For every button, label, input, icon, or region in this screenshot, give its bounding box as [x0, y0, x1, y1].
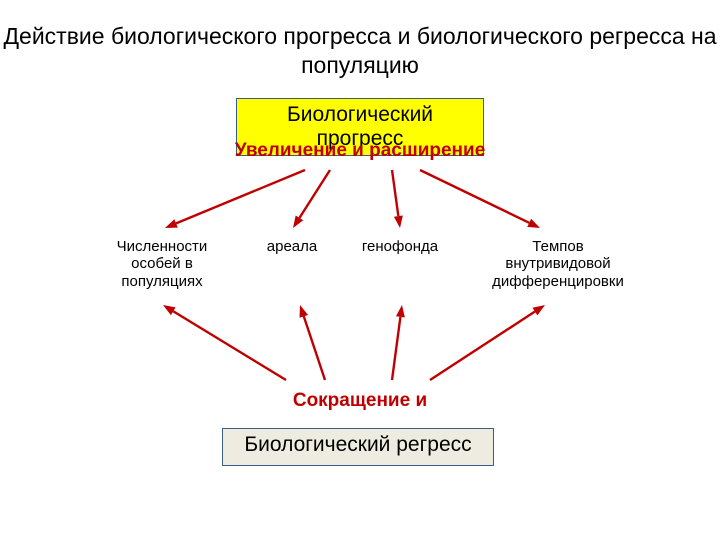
- arrow-head: [165, 219, 178, 228]
- term-genepool: генофонда: [350, 238, 450, 255]
- arrow-line: [176, 170, 305, 223]
- term-differentiation: Темпов внутривидовой дифференцировки: [478, 238, 638, 290]
- term-population-size: Численности особей в популяциях: [98, 238, 226, 290]
- arrow-head: [527, 219, 540, 228]
- arrow-line: [420, 170, 529, 223]
- arrow-line: [304, 316, 325, 380]
- regress-box-label: Биологический регресс: [244, 433, 471, 456]
- arrow-line: [392, 170, 398, 216]
- arrow-head: [394, 215, 403, 228]
- arrow-head: [300, 305, 309, 318]
- arrow-head: [163, 305, 176, 315]
- increase-label: Увеличение и расширение: [0, 140, 720, 162]
- term-areal: ареала: [252, 238, 332, 255]
- arrow-head: [293, 215, 303, 228]
- page-title: Действие биологического прогресса и биол…: [0, 22, 720, 80]
- arrow-line: [173, 311, 286, 380]
- arrow-head: [532, 305, 545, 315]
- arrow-line: [299, 170, 330, 218]
- regress-box: Биологический регресс: [222, 428, 494, 466]
- arrow-line: [392, 317, 400, 380]
- decrease-label: Сокращение и: [0, 390, 720, 412]
- arrow-line: [430, 312, 535, 380]
- arrow-head: [396, 305, 405, 317]
